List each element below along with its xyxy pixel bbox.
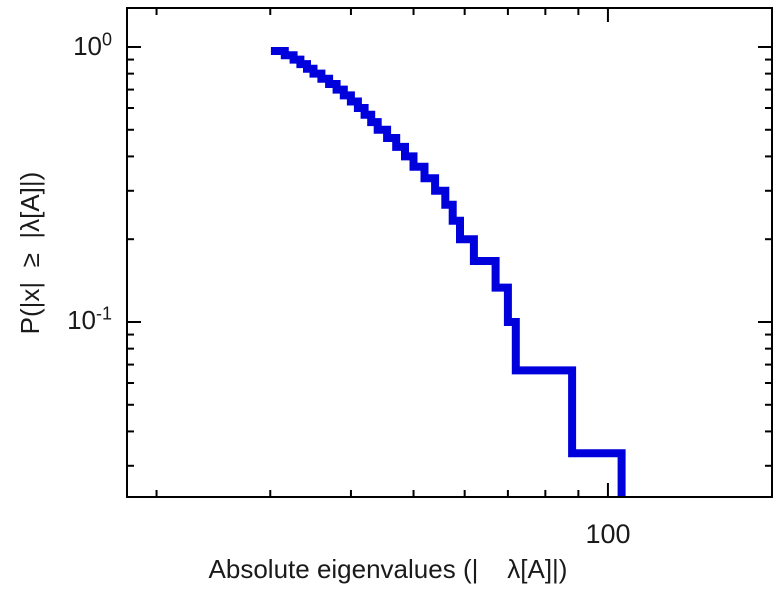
y-tick-label-10e0: 100 [42,30,112,61]
x-tick-label-100: 100 [585,519,631,549]
y-axis-label: P(|x| ≥ |λ[A]|) [15,171,45,335]
y-tick-exponent: -1 [95,303,112,324]
y-tick-base: 10 [67,305,96,335]
x-axis-label: Absolute eigenvalues (| λ[A]|) [208,554,568,584]
y-tick-label-10e-1: 10-1 [42,304,112,335]
y-tick-exponent: 0 [101,29,112,50]
y-tick-base: 10 [73,31,102,61]
plot-frame [126,7,773,498]
ccdf-step-line [270,47,626,497]
